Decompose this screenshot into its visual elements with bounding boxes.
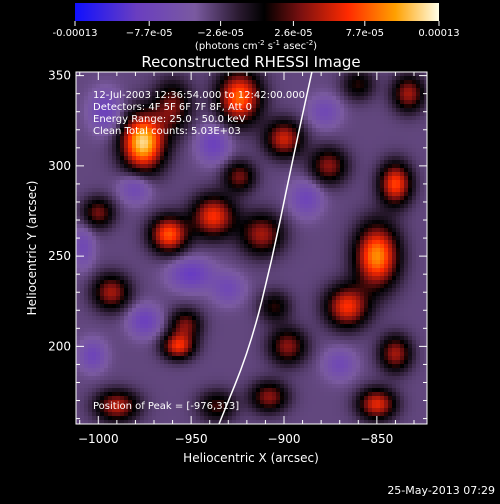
x-tick-label: −900 bbox=[268, 432, 301, 446]
footer-timestamp: 25-May-2013 07:29 bbox=[387, 484, 495, 497]
y-tick-label: 250 bbox=[48, 249, 71, 263]
x-tick-label: −1000 bbox=[78, 432, 119, 446]
colorbar-tick-label: −7.7e-05 bbox=[126, 28, 173, 39]
y-tick-label: 200 bbox=[48, 339, 71, 353]
colorbar-units-label: (photons cm-2 s-1 asec-2) bbox=[195, 39, 317, 52]
annotation-clean-counts: Clean Total counts: 5.03E+03 bbox=[93, 126, 241, 137]
annotation-time-range: 12-Jul-2003 12:36:54.000 to 12:42:00.000 bbox=[93, 90, 305, 101]
colorbar-tick-label: 0.00013 bbox=[418, 28, 459, 39]
colorbar-tick-label: −2.6e-05 bbox=[197, 28, 244, 39]
y-axis-tick-labels: 200 250 300 350 bbox=[48, 69, 71, 354]
heatmap-image-container bbox=[76, 72, 427, 424]
x-axis-label: Heliocentric X (arcsec) bbox=[183, 451, 319, 465]
x-axis-tick-labels: −1000 −950 −900 −850 bbox=[78, 432, 393, 446]
colorbar-tick-label: 2.6e-05 bbox=[274, 28, 312, 39]
solar-limb-curve bbox=[218, 72, 313, 424]
x-tick-label: −950 bbox=[175, 432, 208, 446]
colorbar bbox=[75, 3, 439, 21]
colorbar-ticks bbox=[74, 21, 440, 26]
annotation-peak-position: Position of Peak = [-976,313] bbox=[93, 401, 239, 412]
colorbar-tick-labels: -0.00013 −7.7e-05 −2.6e-05 2.6e-05 7.7e-05 0.… bbox=[53, 28, 460, 39]
y-tick-label: 350 bbox=[48, 69, 71, 83]
annotation-energy-range: Energy Range: 25.0 - 50.0 keV bbox=[93, 114, 246, 125]
y-axis-ticks bbox=[76, 75, 427, 420]
plot-frame bbox=[75, 71, 428, 425]
annotation-detectors: Detectors: 4F 5F 6F 7F 8F, Att 0 bbox=[93, 102, 252, 113]
y-tick-label: 300 bbox=[48, 159, 71, 173]
annotation-block: 12-Jul-2003 12:36:54.000 to 12:42:00.000… bbox=[93, 90, 305, 412]
x-tick-label: −850 bbox=[360, 432, 393, 446]
chart-title: Reconstructed RHESSI Image bbox=[141, 53, 360, 71]
heatmap-image bbox=[76, 72, 427, 424]
colorbar-tick-label: -0.00013 bbox=[53, 28, 98, 39]
y-axis-label: Heliocentric Y (arcsec) bbox=[25, 181, 39, 316]
colorbar-tick-label: 7.7e-05 bbox=[346, 28, 384, 39]
